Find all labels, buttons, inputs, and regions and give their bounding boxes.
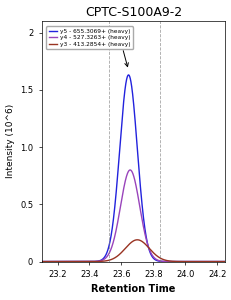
y4 - 527.3263+ (heavy): [73, 260, 76, 263]
Line: y5 - 655.3069+ (heavy): y5 - 655.3069+ (heavy): [41, 75, 224, 262]
y5 - 655.3069+ (heavy): [73, 260, 76, 263]
y3 - 413.2854+ (heavy): [159, 257, 162, 260]
y5 - 655.3069+ (heavy): [159, 260, 162, 263]
Y-axis label: Intensity (10^6): Intensity (10^6): [6, 104, 15, 178]
X-axis label: Retention Time: Retention Time: [91, 284, 175, 294]
y4 - 527.3263+ (heavy): [223, 260, 225, 263]
Legend: y5 - 655.3069+ (heavy), y4 - 527.3263+ (heavy), y3 - 413.2854+ (heavy): y5 - 655.3069+ (heavy), y4 - 527.3263+ (…: [46, 26, 133, 49]
y3 - 413.2854+ (heavy): [40, 260, 43, 263]
y5 - 655.3069+ (heavy): [40, 260, 43, 263]
Line: y3 - 413.2854+ (heavy): y3 - 413.2854+ (heavy): [41, 240, 224, 262]
y3 - 413.2854+ (heavy): [176, 260, 179, 263]
y4 - 527.3263+ (heavy): [159, 259, 162, 263]
Title: CPTC-S100A9-2: CPTC-S100A9-2: [84, 6, 181, 19]
y5 - 655.3069+ (heavy): [190, 260, 193, 263]
y3 - 413.2854+ (heavy): [73, 260, 76, 263]
y5 - 655.3069+ (heavy): [110, 230, 112, 234]
y5 - 655.3069+ (heavy): [150, 254, 152, 258]
y5 - 655.3069+ (heavy): [223, 260, 225, 263]
Line: y4 - 527.3263+ (heavy): y4 - 527.3263+ (heavy): [41, 170, 224, 262]
y5 - 655.3069+ (heavy): [127, 73, 129, 77]
y3 - 413.2854+ (heavy): [190, 260, 193, 263]
Text: 23.7: 23.7: [110, 36, 130, 67]
y4 - 527.3263+ (heavy): [40, 260, 43, 263]
y4 - 527.3263+ (heavy): [190, 260, 193, 263]
y3 - 413.2854+ (heavy): [150, 249, 152, 253]
y4 - 527.3263+ (heavy): [150, 252, 152, 256]
y4 - 527.3263+ (heavy): [176, 260, 179, 263]
y4 - 527.3263+ (heavy): [128, 168, 131, 172]
y3 - 413.2854+ (heavy): [135, 238, 138, 242]
y5 - 655.3069+ (heavy): [176, 260, 179, 263]
y4 - 527.3263+ (heavy): [110, 245, 112, 249]
y3 - 413.2854+ (heavy): [110, 258, 112, 261]
y3 - 413.2854+ (heavy): [223, 260, 225, 263]
